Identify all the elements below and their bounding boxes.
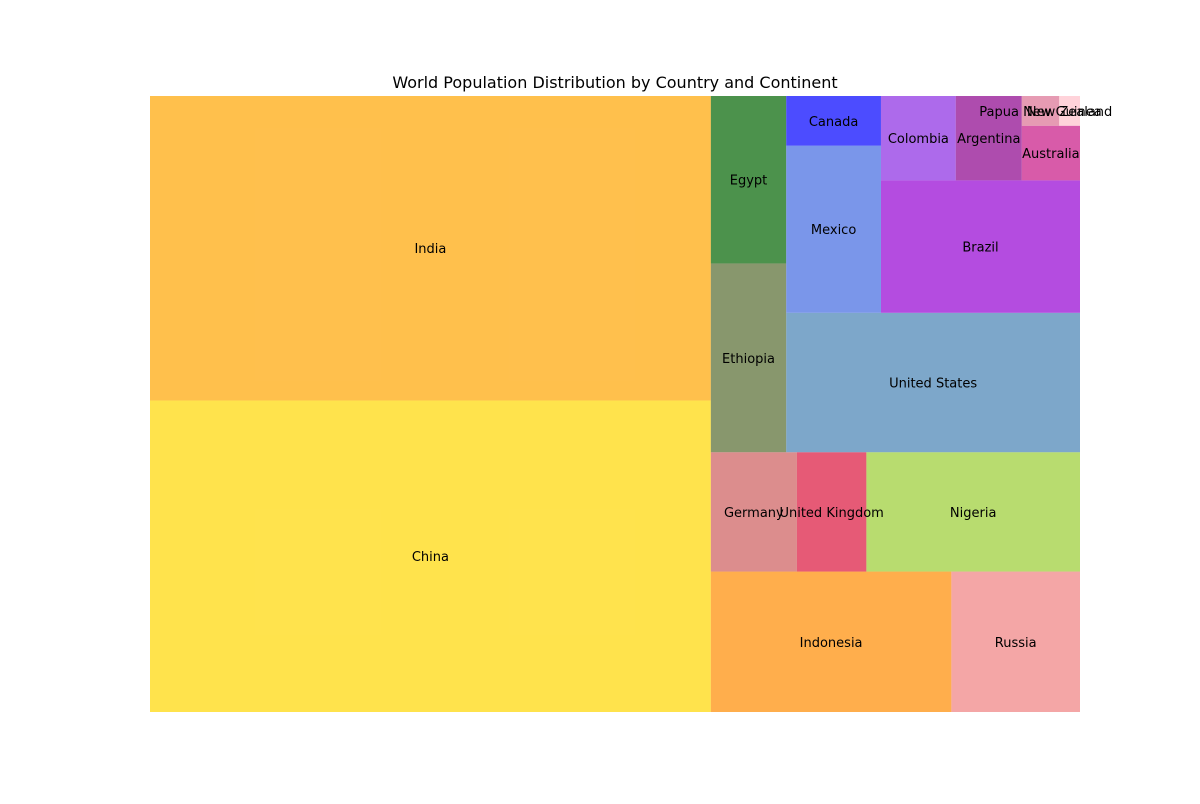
treemap-rect-ethiopia	[710, 263, 787, 453]
treemap-label-brazil: Brazil	[962, 241, 998, 256]
treemap-rect-united-states	[786, 312, 1080, 453]
treemap-label-russia: Russia	[995, 636, 1037, 651]
treemap-label-australia: Australia	[1022, 147, 1080, 162]
treemap-rect-canada	[786, 96, 881, 146]
treemap-rect-papua-new-guinea	[1021, 96, 1060, 126]
treemap-rects	[150, 96, 1080, 712]
treemap-label-germany: Germany	[724, 506, 784, 521]
treemap-rect-indonesia	[710, 571, 952, 712]
treemap-label-nigeria: Nigeria	[950, 506, 997, 521]
chart-title: World Population Distribution by Country…	[392, 73, 837, 92]
treemap-rect-colombia	[880, 96, 956, 181]
treemap-label-indonesia: Indonesia	[800, 636, 863, 651]
treemap-label-egypt: Egypt	[730, 174, 768, 189]
treemap-label-canada: Canada	[809, 115, 858, 130]
treemap-rect-nigeria	[866, 452, 1080, 572]
treemap-rect-argentina	[955, 96, 1022, 181]
treemap-rect-new-zealand	[1059, 96, 1080, 126]
treemap-rect-india	[150, 96, 711, 401]
treemap-label-mexico: Mexico	[811, 223, 856, 238]
treemap-rect-australia	[1021, 125, 1080, 181]
treemap-rect-mexico	[786, 145, 881, 313]
treemap-rect-brazil	[880, 180, 1080, 313]
treemap-rect-china	[150, 400, 711, 712]
treemap-label-ethiopia: Ethiopia	[722, 352, 775, 367]
treemap-label-new-zealand: New Zealand	[1027, 105, 1112, 120]
treemap-rect-germany	[710, 452, 797, 572]
treemap-label-india: India	[414, 242, 446, 257]
treemap-label-argentina: Argentina	[957, 132, 1020, 147]
treemap-rect-united-kingdom	[796, 452, 867, 572]
treemap-label-china: China	[412, 550, 449, 565]
treemap-label-united-states: United States	[889, 377, 977, 392]
treemap-label-papua-new-guinea: Papua New Guinea	[979, 105, 1101, 120]
treemap-rect-russia	[951, 571, 1080, 712]
treemap-rect-egypt	[710, 96, 787, 264]
treemap-label-colombia: Colombia	[888, 132, 949, 147]
treemap-label-united-kingdom: United Kingdom	[779, 506, 883, 521]
